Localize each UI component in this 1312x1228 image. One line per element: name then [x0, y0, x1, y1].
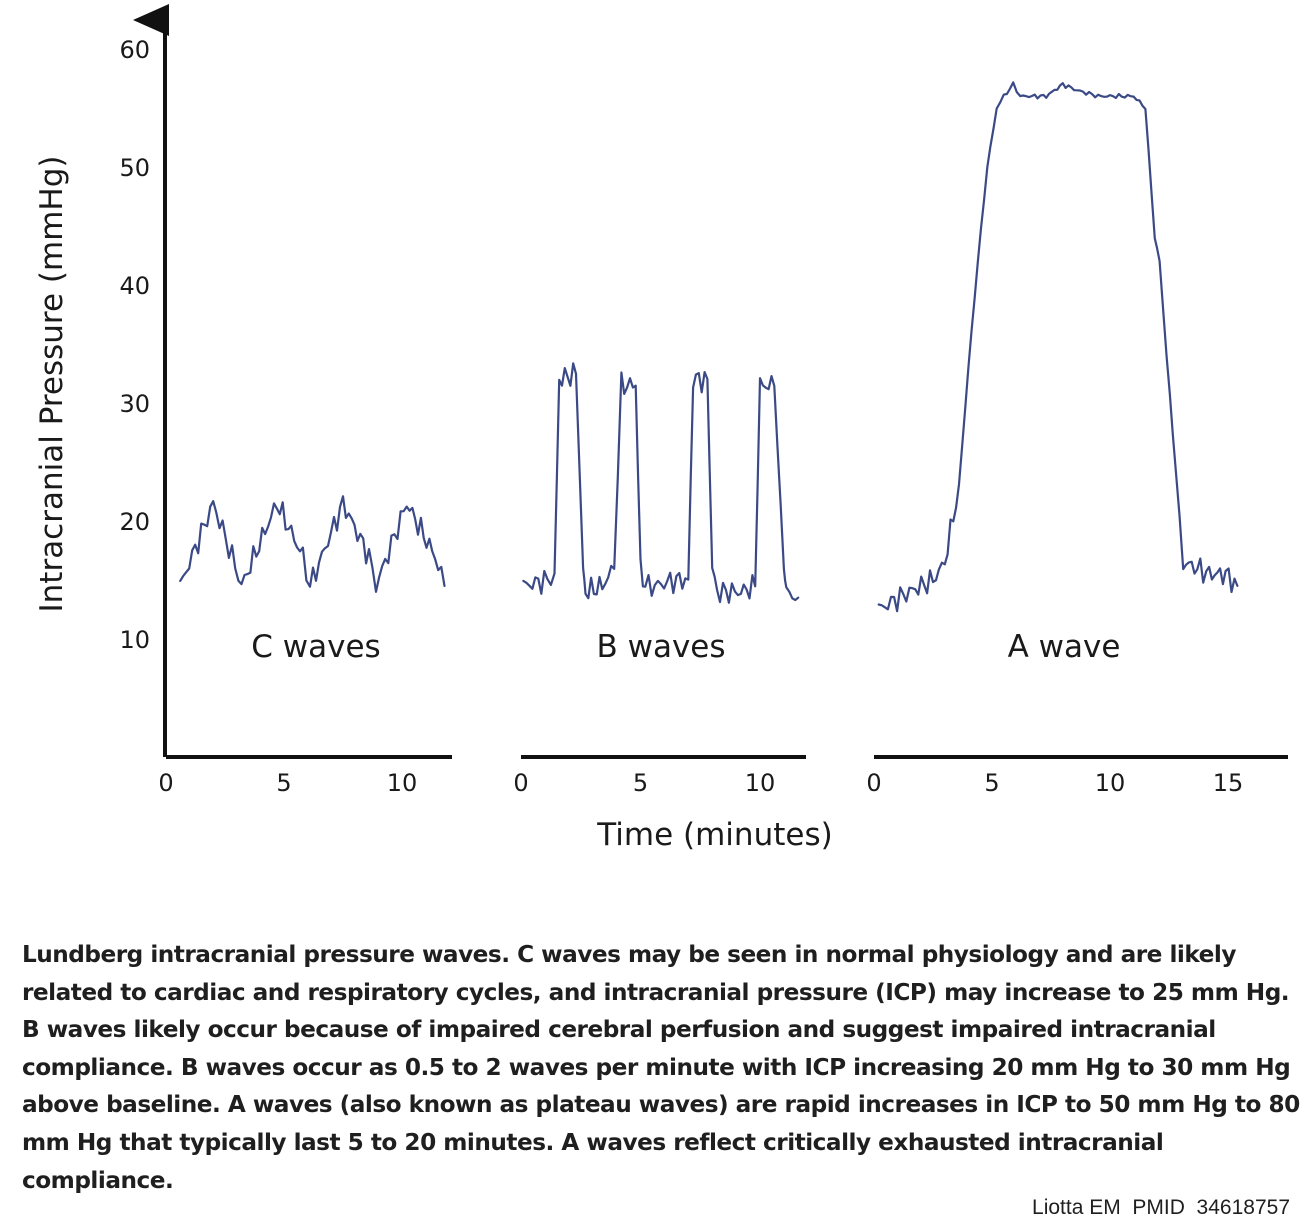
x-tick-label: 0	[866, 769, 881, 797]
y-tick-label: 50	[119, 154, 150, 182]
x-tick-label: 10	[1095, 769, 1126, 797]
wave-trace	[179, 495, 446, 593]
panel-c-waves: 0 5 10 C waves	[158, 495, 452, 797]
panel-label: A wave	[1008, 629, 1121, 665]
x-axis-title: Time (minutes)	[596, 817, 832, 853]
x-tick-label: 10	[745, 769, 776, 797]
panel-b-waves: 0 5 10 B waves	[513, 362, 806, 797]
x-tick-label: 0	[513, 769, 528, 797]
x-tick-label: 5	[633, 769, 648, 797]
y-tick-label: 10	[119, 626, 150, 654]
source-credit: Liotta EM PMID 34618757	[1032, 1196, 1290, 1219]
y-tick-label: 30	[119, 390, 150, 418]
y-tick-label: 40	[119, 272, 150, 300]
panel-label: B waves	[596, 629, 725, 665]
wave-trace	[522, 362, 800, 604]
x-tick-label: 5	[276, 769, 291, 797]
x-tick-label: 5	[984, 769, 999, 797]
x-tick-label: 0	[158, 769, 173, 797]
x-tick-label: 10	[387, 769, 418, 797]
y-tick-label: 20	[119, 508, 150, 536]
y-tick-label: 60	[119, 36, 150, 64]
panel-a-wave: 0 5 10 15 A wave	[866, 81, 1288, 797]
x-tick-label: 15	[1213, 769, 1244, 797]
y-tick-labels: 10 20 30 40 50 60	[119, 36, 150, 654]
figure-caption: Lundberg intracranial pressure waves. C …	[22, 941, 1300, 1194]
y-axis-title: Intracranial Pressure (mmHg)	[34, 156, 70, 613]
panel-label: C waves	[251, 629, 380, 665]
wave-trace	[877, 81, 1239, 613]
